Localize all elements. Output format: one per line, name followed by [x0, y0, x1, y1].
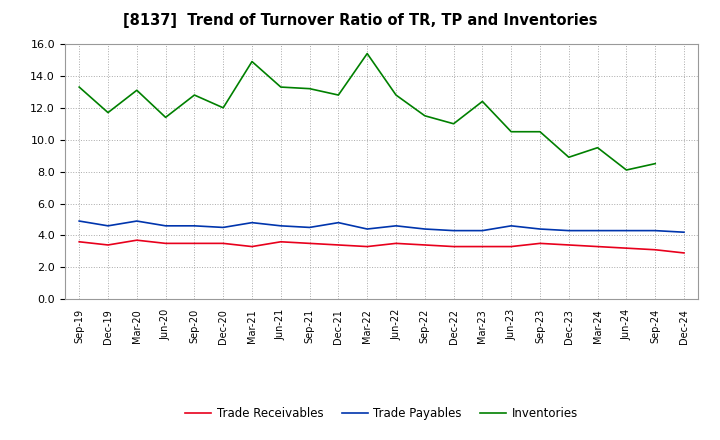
Trade Payables [75, 218, 84, 224]
Inventories [593, 145, 602, 150]
Trade Receivables [75, 239, 84, 245]
Trade Receivables [622, 246, 631, 251]
Text: [8137]  Trend of Turnover Ratio of TR, TP and Inventories: [8137] Trend of Turnover Ratio of TR, TP… [122, 13, 598, 28]
Inventories [564, 154, 573, 160]
Trade Payables [276, 223, 285, 228]
Inventories [449, 121, 458, 126]
Inventories [478, 99, 487, 104]
Trade Receivables [219, 241, 228, 246]
Trade Receivables [104, 242, 112, 248]
Trade Receivables [564, 242, 573, 248]
Trade Payables [161, 223, 170, 228]
Inventories [622, 167, 631, 172]
Line: Trade Receivables: Trade Receivables [79, 240, 684, 253]
Inventories [651, 161, 660, 166]
Trade Payables [507, 223, 516, 228]
Trade Receivables [248, 244, 256, 249]
Trade Payables [334, 220, 343, 225]
Trade Receivables [132, 238, 141, 243]
Inventories [190, 92, 199, 98]
Inventories [507, 129, 516, 134]
Trade Payables [219, 225, 228, 230]
Inventories [75, 84, 84, 90]
Trade Payables [680, 230, 688, 235]
Trade Payables [478, 228, 487, 233]
Trade Payables [363, 226, 372, 231]
Trade Receivables [392, 241, 400, 246]
Trade Receivables [363, 244, 372, 249]
Inventories [334, 92, 343, 98]
Trade Payables [651, 228, 660, 233]
Trade Receivables [305, 241, 314, 246]
Legend: Trade Receivables, Trade Payables, Inventories: Trade Receivables, Trade Payables, Inven… [181, 402, 582, 425]
Inventories [363, 51, 372, 56]
Trade Payables [593, 228, 602, 233]
Trade Receivables [478, 244, 487, 249]
Inventories [132, 88, 141, 93]
Inventories [420, 113, 429, 118]
Trade Receivables [334, 242, 343, 248]
Trade Receivables [651, 247, 660, 253]
Trade Receivables [536, 241, 544, 246]
Inventories [104, 110, 112, 115]
Trade Payables [104, 223, 112, 228]
Inventories [248, 59, 256, 64]
Trade Payables [564, 228, 573, 233]
Trade Payables [190, 223, 199, 228]
Inventories [219, 105, 228, 110]
Trade Receivables [161, 241, 170, 246]
Trade Payables [132, 218, 141, 224]
Trade Payables [248, 220, 256, 225]
Line: Trade Payables: Trade Payables [79, 221, 684, 232]
Trade Payables [622, 228, 631, 233]
Inventories [536, 129, 544, 134]
Trade Receivables [593, 244, 602, 249]
Trade Payables [305, 225, 314, 230]
Trade Receivables [190, 241, 199, 246]
Trade Receivables [507, 244, 516, 249]
Inventories [392, 92, 400, 98]
Trade Receivables [276, 239, 285, 245]
Inventories [161, 115, 170, 120]
Trade Payables [449, 228, 458, 233]
Trade Receivables [420, 242, 429, 248]
Inventories [305, 86, 314, 92]
Trade Payables [536, 226, 544, 231]
Trade Receivables [449, 244, 458, 249]
Trade Payables [420, 226, 429, 231]
Trade Receivables [680, 250, 688, 256]
Line: Inventories: Inventories [79, 54, 655, 170]
Inventories [276, 84, 285, 90]
Trade Payables [392, 223, 400, 228]
